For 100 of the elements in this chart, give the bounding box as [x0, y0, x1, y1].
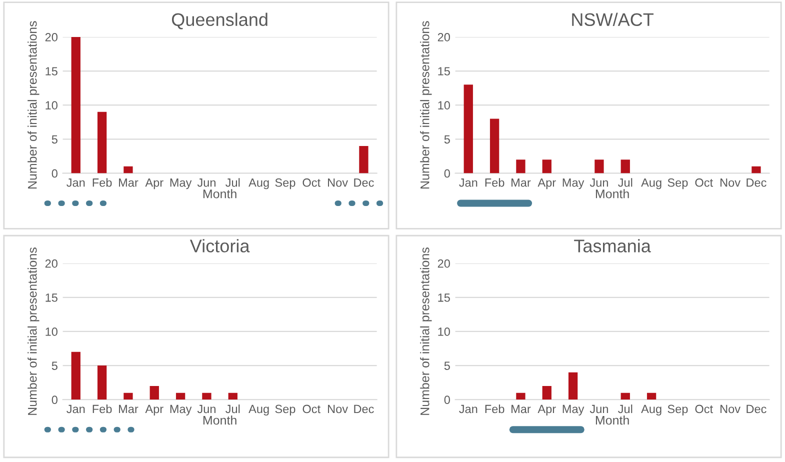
x-tick-label: Dec: [746, 404, 766, 414]
x-tick-label: Nov: [328, 404, 348, 414]
x-tick-label: Aug: [248, 404, 269, 416]
x-tick-label: Jul: [226, 178, 240, 187]
y-axis-title: Number of initial presentations: [420, 21, 432, 188]
bar: [97, 112, 107, 174]
x-tick-label: Oct: [302, 404, 320, 414]
x-tick-label: Jan: [66, 404, 85, 414]
bar: [620, 392, 630, 400]
y-axis-title: Number of initial presentations: [28, 248, 40, 415]
x-tick-label: Aug: [641, 404, 662, 416]
x-tick-label: Dec: [746, 178, 766, 187]
bar: [542, 386, 552, 400]
y-axis-title: Number of initial presentations: [28, 21, 40, 188]
x-tick-label: May: [562, 178, 584, 190]
x-tick-label: Jun: [590, 178, 608, 187]
x-tick-label: Jan: [459, 178, 478, 187]
bar: [516, 160, 526, 174]
x-tick-label: Jan: [66, 178, 85, 187]
x-axis-title: Month: [596, 189, 629, 198]
bar: [620, 160, 630, 174]
bar: [646, 392, 656, 400]
y-tick-label: 0: [444, 396, 450, 404]
chart-title: Queensland: [172, 12, 268, 30]
chart-title: Tasmania: [574, 239, 651, 252]
bar: [124, 166, 133, 174]
bar: [752, 166, 761, 174]
x-tick-label: Jun: [197, 404, 216, 414]
x-axis-title: Month: [203, 415, 236, 425]
x-tick-label: Jul: [226, 404, 240, 414]
chart-title: Victoria: [190, 239, 250, 252]
x-tick-label: Mar: [512, 178, 531, 187]
x-tick-label: Aug: [641, 178, 662, 190]
x-tick-label: Oct: [695, 404, 713, 414]
y-tick-label: 20: [438, 259, 450, 268]
x-tick-label: Feb: [485, 404, 504, 414]
x-tick-label: Jan: [459, 404, 478, 414]
x-tick-label: Mar: [512, 404, 531, 414]
bar: [594, 160, 604, 174]
bar: [464, 84, 473, 174]
x-tick-label: Mar: [119, 178, 138, 187]
x-tick-label: Mar: [119, 404, 138, 414]
y-tick-label: 15: [46, 67, 58, 76]
x-tick-label: Apr: [145, 404, 164, 416]
x-tick-label: Dec: [354, 178, 374, 187]
x-tick-label: Nov: [720, 404, 741, 414]
y-tick-label: 15: [46, 294, 58, 302]
y-tick-label: 5: [52, 362, 58, 370]
bar: [97, 366, 107, 400]
bar: [150, 386, 159, 400]
y-tick-label: 15: [438, 67, 450, 76]
y-tick-label: 20: [438, 32, 450, 42]
y-tick-label: 0: [444, 169, 450, 178]
bar: [516, 392, 526, 400]
x-tick-label: Jul: [618, 178, 632, 187]
y-tick-label: 20: [45, 32, 58, 42]
x-tick-label: Feb: [92, 178, 112, 187]
x-tick-label: Jun: [590, 404, 608, 414]
bar: [568, 372, 578, 400]
x-tick-label: Aug: [248, 178, 269, 190]
x-tick-label: Nov: [720, 178, 741, 187]
y-tick-label: 0: [52, 169, 58, 178]
y-tick-label: 5: [444, 135, 450, 144]
y-tick-label: 0: [52, 396, 58, 404]
y-tick-label: 15: [438, 294, 450, 302]
bar: [359, 146, 368, 174]
x-tick-label: Nov: [328, 178, 348, 187]
chart-title: NSW/ACT: [572, 12, 654, 26]
x-tick-label: Oct: [695, 178, 713, 187]
x-tick-label: Apr: [538, 178, 556, 190]
bar: [202, 392, 212, 400]
y-tick-label: 10: [46, 101, 58, 110]
y-axis-title: Number of initial presentations: [420, 248, 432, 415]
x-tick-label: Sep: [668, 178, 688, 190]
x-tick-label: Feb: [485, 178, 504, 187]
x-tick-label: May: [170, 404, 192, 416]
y-tick-label: 10: [46, 328, 58, 336]
x-tick-label: Feb: [92, 404, 112, 414]
bar: [71, 352, 80, 400]
x-tick-label: Oct: [302, 178, 320, 187]
bar: [176, 392, 186, 400]
x-tick-label: Apr: [538, 404, 556, 416]
y-tick-label: 10: [438, 328, 450, 336]
bar: [71, 36, 80, 174]
x-tick-label: Jun: [197, 178, 216, 187]
y-tick-label: 5: [52, 135, 58, 144]
bar: [490, 118, 500, 174]
x-tick-label: Jul: [618, 404, 632, 414]
y-tick-label: 10: [438, 101, 450, 110]
x-tick-label: Sep: [275, 404, 296, 416]
x-axis-title: Month: [203, 189, 236, 198]
y-tick-label: 5: [444, 362, 450, 370]
x-tick-label: Dec: [354, 404, 374, 414]
x-tick-label: May: [562, 404, 584, 416]
x-axis-title: Month: [596, 415, 629, 425]
x-tick-label: Sep: [668, 404, 688, 416]
bar: [228, 392, 238, 400]
bar: [124, 392, 133, 400]
x-tick-label: May: [170, 178, 192, 190]
x-tick-label: Sep: [275, 178, 296, 190]
